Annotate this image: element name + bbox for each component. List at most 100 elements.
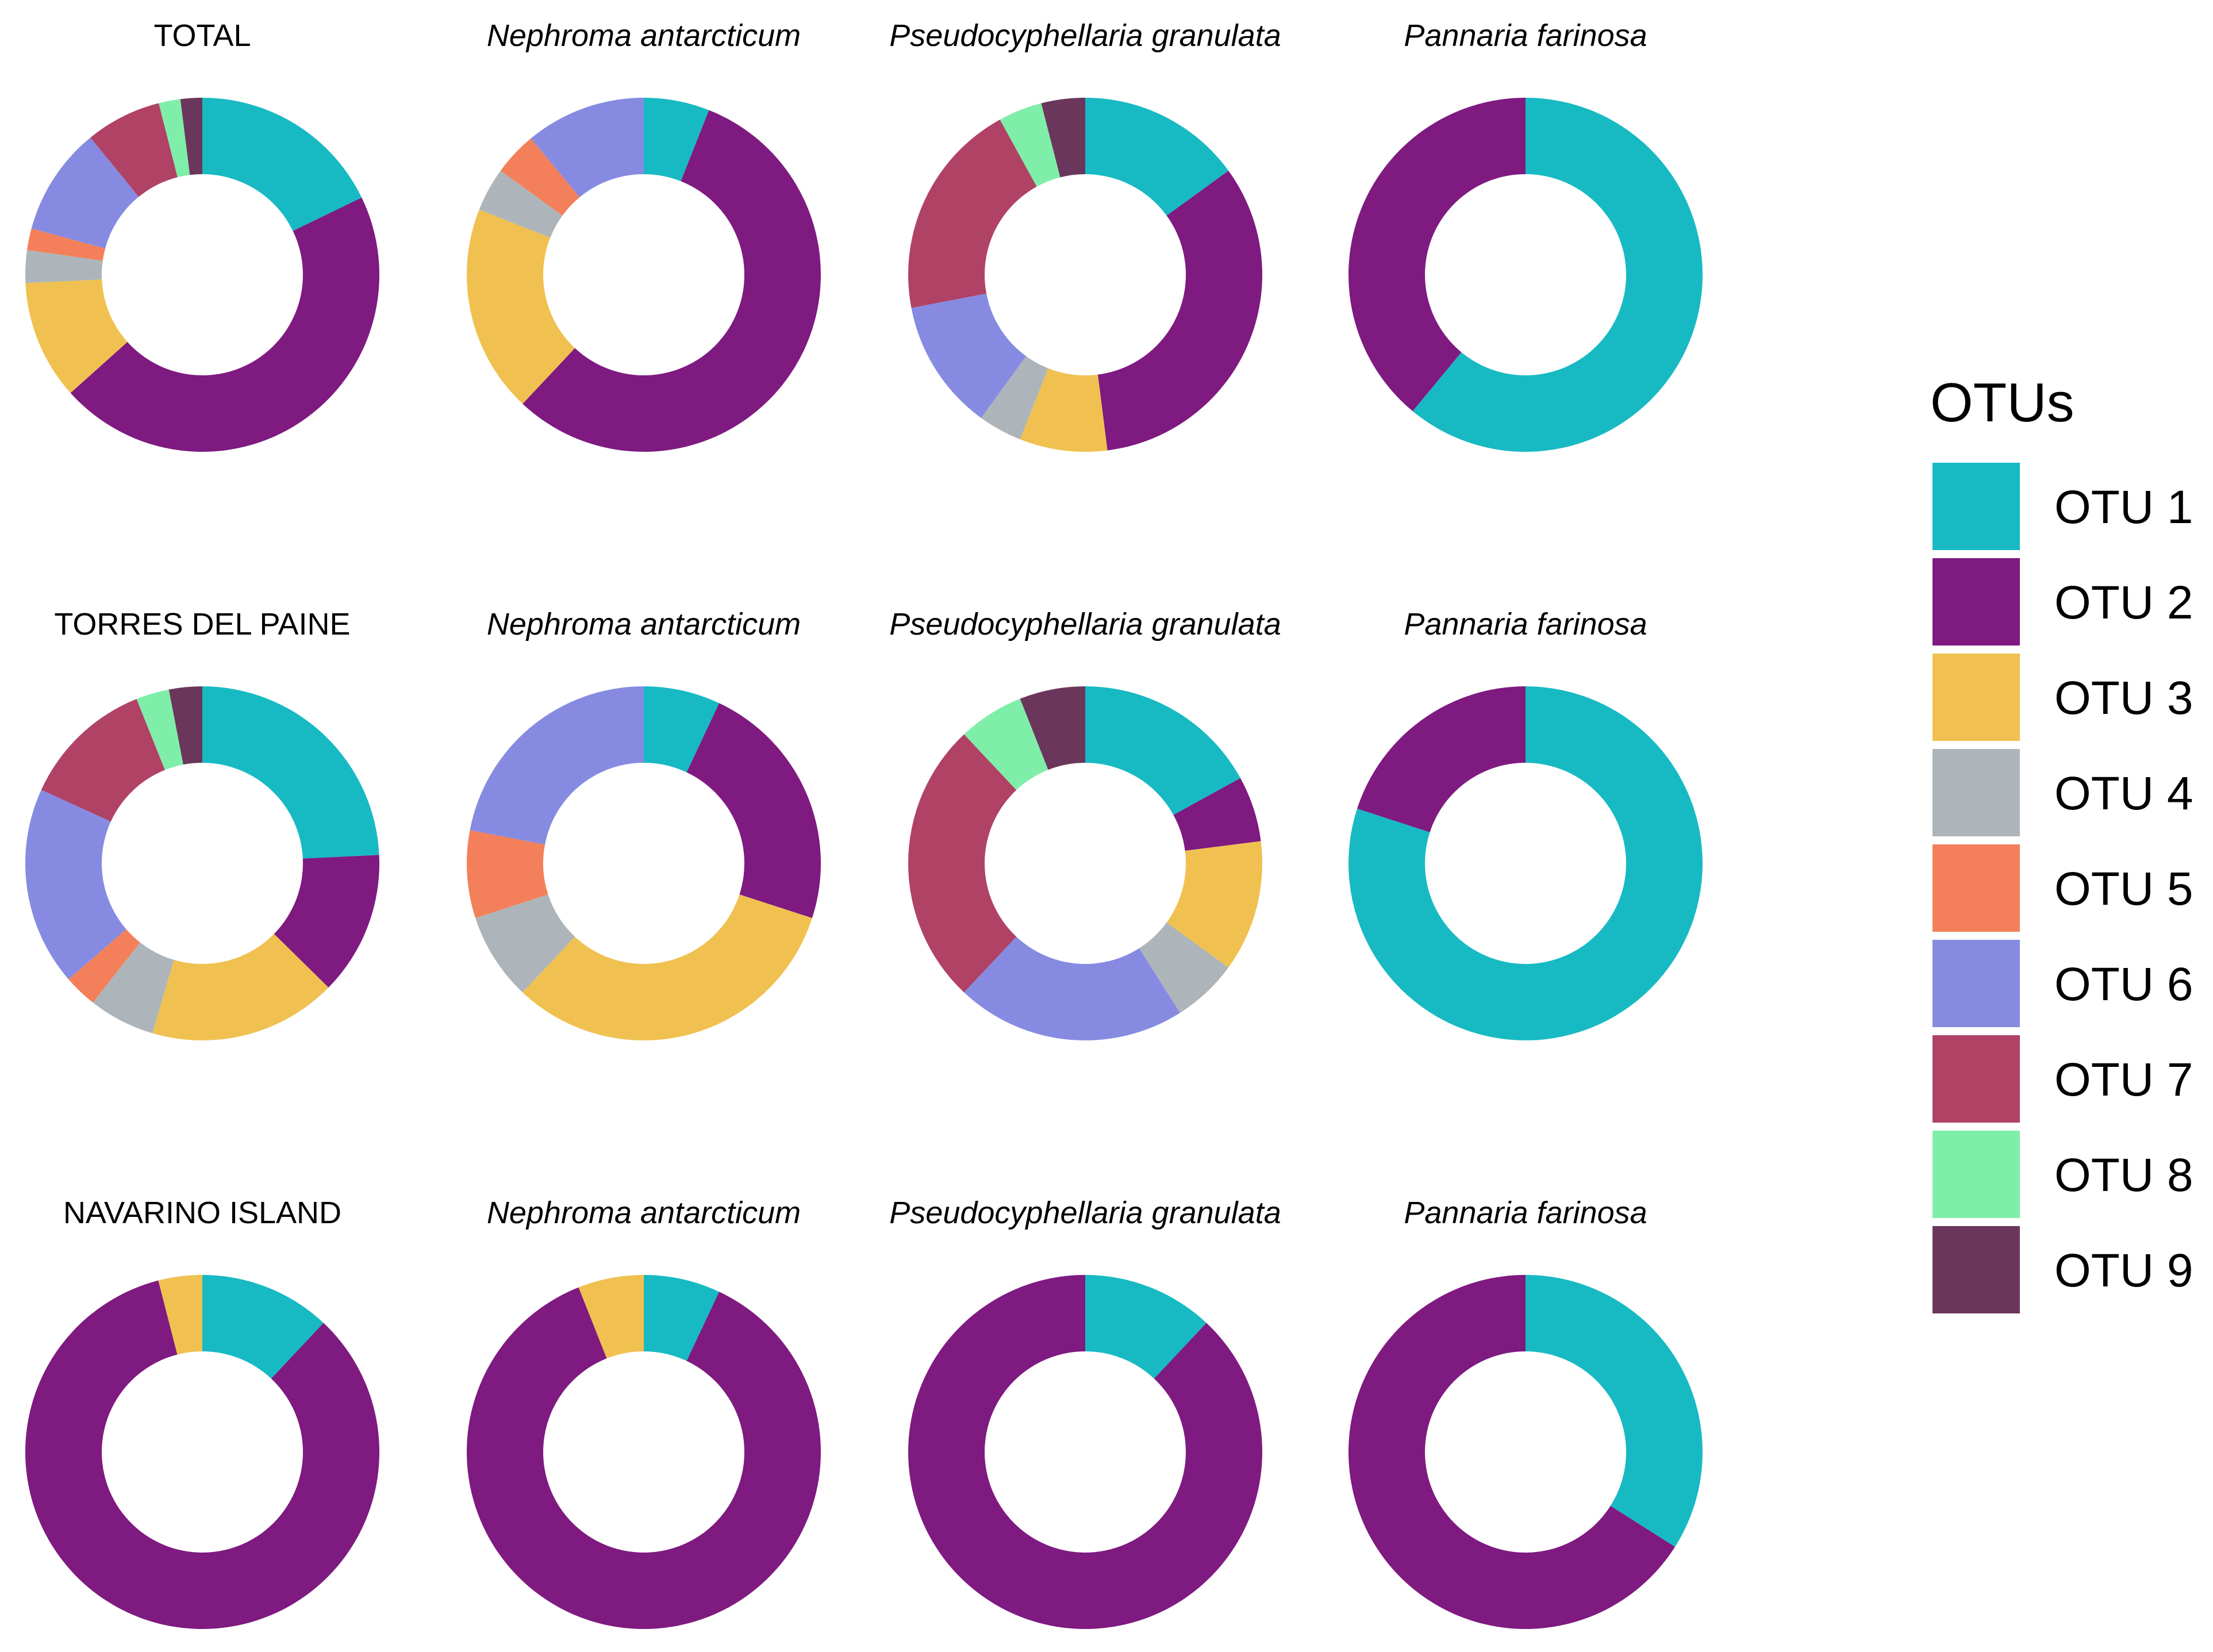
donut-slice-otu6 bbox=[25, 790, 126, 979]
donut-slice-otu1 bbox=[644, 98, 709, 182]
legend-label: OTU 6 bbox=[2054, 958, 2193, 1011]
legend-label: OTU 5 bbox=[2054, 863, 2193, 915]
donut-slice-otu2 bbox=[274, 855, 379, 988]
donut-slice-otu2 bbox=[522, 110, 821, 452]
donut-slice-otu1 bbox=[202, 98, 362, 231]
panel-title: Pannaria farinosa bbox=[1404, 18, 1647, 53]
donut-slice-otu1 bbox=[1085, 1275, 1207, 1379]
donut-slice-otu9 bbox=[1041, 98, 1085, 178]
legend-swatch-otu7 bbox=[1932, 1035, 2020, 1123]
legend-label: OTU 9 bbox=[2054, 1244, 2193, 1297]
donut-slice-otu1 bbox=[1412, 98, 1703, 452]
donut-slice-otu3 bbox=[1166, 841, 1262, 968]
panel-title: Nephroma antarcticum bbox=[487, 607, 801, 641]
donut-panel: Nephroma antarcticum bbox=[467, 1196, 821, 1629]
donut-slice-otu4 bbox=[981, 356, 1048, 440]
donut-slice-otu6 bbox=[31, 137, 139, 249]
donut-slice-otu2 bbox=[686, 703, 821, 919]
donut-slice-otu2 bbox=[1357, 686, 1526, 832]
panel-title: TOTAL bbox=[153, 18, 251, 53]
legend-swatch-otu2 bbox=[1932, 558, 2020, 646]
donut-slice-otu4 bbox=[475, 894, 575, 993]
donut-slice-otu7 bbox=[41, 699, 165, 822]
donut-slice-otu3 bbox=[522, 894, 812, 1041]
donut-slice-otu3 bbox=[467, 209, 575, 404]
donut-slice-otu2 bbox=[467, 1287, 821, 1629]
donut-slice-otu2 bbox=[1348, 98, 1526, 412]
donut-slice-otu4 bbox=[93, 942, 174, 1034]
donut-slice-otu1 bbox=[644, 686, 720, 773]
donut-slice-otu9 bbox=[180, 98, 202, 175]
donut-slice-otu1 bbox=[644, 1275, 720, 1361]
donut-slice-otu6 bbox=[531, 98, 644, 198]
donut-slice-otu4 bbox=[1139, 922, 1229, 1013]
donut-slice-otu9 bbox=[1020, 686, 1085, 770]
legend-swatch-otu4 bbox=[1932, 749, 2020, 836]
panel-title: Pannaria farinosa bbox=[1404, 607, 1647, 641]
donut-slice-otu7 bbox=[908, 734, 1017, 993]
donut-panel: Pannaria farinosa bbox=[1348, 607, 1703, 1040]
donut-slice-otu8 bbox=[1000, 103, 1061, 187]
donut-slice-otu5 bbox=[500, 138, 580, 216]
panel-title: NAVARINO ISLAND bbox=[63, 1196, 341, 1230]
donut-slice-otu3 bbox=[152, 933, 329, 1040]
donut-panel: Pannaria farinosa bbox=[1348, 1196, 1703, 1629]
legend-label: OTU 2 bbox=[2054, 577, 2193, 629]
legend: OTUs OTU 1 OTU 2 OTU 3 OTU 4 OTU 5 OTU 6 OTU 7 O… bbox=[1930, 372, 2193, 1313]
donut-slice-otu5 bbox=[68, 929, 140, 1003]
legend-title: OTUs bbox=[1930, 372, 2074, 433]
donut-slice-otu4 bbox=[25, 250, 103, 283]
donut-slice-otu8 bbox=[964, 698, 1048, 790]
legend-swatch-otu1 bbox=[1932, 463, 2020, 550]
legend-swatch-otu9 bbox=[1932, 1226, 2020, 1313]
donut-panel: Pseudocyphellaria granulata bbox=[889, 1196, 1281, 1629]
donut-slice-otu7 bbox=[90, 103, 178, 197]
donut-slice-otu2 bbox=[1097, 170, 1263, 451]
donut-slice-otu3 bbox=[25, 279, 128, 393]
donut-slice-otu5 bbox=[467, 830, 548, 919]
donut-slice-otu3 bbox=[1020, 368, 1108, 452]
legend-swatch-otu3 bbox=[1932, 654, 2020, 741]
legend-label: OTU 4 bbox=[2054, 767, 2193, 820]
donut-slice-otu2 bbox=[908, 1275, 1262, 1629]
donut-slice-otu1 bbox=[1348, 686, 1703, 1040]
donut-panel: NAVARINO ISLAND bbox=[25, 1196, 379, 1630]
donut-slice-otu8 bbox=[136, 689, 183, 770]
donut-slice-otu6 bbox=[911, 293, 1027, 418]
donut-slice-otu2 bbox=[25, 1280, 379, 1630]
donut-slice-otu2 bbox=[1173, 778, 1261, 851]
legend-label: OTU 8 bbox=[2054, 1149, 2193, 1201]
donut-slice-otu6 bbox=[964, 936, 1181, 1040]
donut-panel: Nephroma antarcticum bbox=[467, 607, 821, 1041]
donut-slice-otu6 bbox=[470, 686, 644, 845]
donut-slice-otu1 bbox=[202, 1275, 324, 1379]
donut-slice-otu9 bbox=[168, 686, 202, 765]
donut-panel: Pannaria farinosa bbox=[1348, 18, 1703, 452]
legend-label: OTU 3 bbox=[2054, 672, 2193, 724]
legend-swatch-otu5 bbox=[1932, 844, 2020, 932]
panel-title: Pseudocyphellaria granulata bbox=[889, 18, 1281, 53]
donut-panel: Pseudocyphellaria granulata bbox=[889, 607, 1281, 1040]
donut-slice-otu1 bbox=[1085, 686, 1240, 815]
donut-slice-otu1 bbox=[202, 686, 379, 859]
donut-slice-otu8 bbox=[159, 99, 190, 178]
legend-label: OTU 7 bbox=[2054, 1054, 2193, 1106]
legend-swatch-otu8 bbox=[1932, 1131, 2020, 1218]
donut-slice-otu4 bbox=[479, 170, 563, 238]
panel-title: Pseudocyphellaria granulata bbox=[889, 607, 1281, 641]
donut-slice-otu2 bbox=[70, 197, 380, 452]
donut-slice-otu7 bbox=[908, 120, 1037, 308]
legend-swatch-otu6 bbox=[1932, 940, 2020, 1027]
donut-slice-otu1 bbox=[1085, 98, 1229, 216]
panel-title: TORRES DEL PAINE bbox=[54, 607, 350, 641]
donut-slice-otu2 bbox=[1348, 1275, 1676, 1629]
legend-label: OTU 1 bbox=[2054, 481, 2193, 533]
panel-title: Nephroma antarcticum bbox=[487, 18, 801, 53]
panel-title: Nephroma antarcticum bbox=[487, 1196, 801, 1230]
donut-panel: Nephroma antarcticum bbox=[467, 18, 821, 452]
donut-slice-otu3 bbox=[158, 1275, 202, 1355]
donut-slice-otu3 bbox=[578, 1275, 644, 1359]
donut-slice-otu1 bbox=[1526, 1275, 1703, 1547]
panel-title: Pseudocyphellaria granulata bbox=[889, 1196, 1281, 1230]
